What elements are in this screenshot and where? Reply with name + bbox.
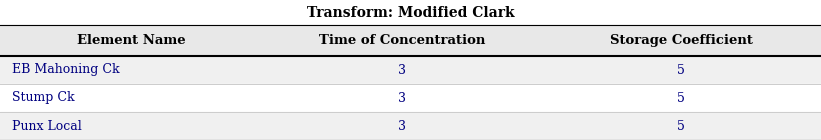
Text: 3: 3 [398, 120, 406, 132]
Text: Element Name: Element Name [77, 34, 186, 47]
Bar [0, 56, 821, 84]
Text: EB Mahoning Ck: EB Mahoning Ck [12, 64, 120, 76]
Bar [0, 84, 821, 112]
Bar [0, 112, 821, 140]
Bar [0, 25, 821, 56]
Text: 5: 5 [677, 92, 686, 104]
Text: Transform: Modified Clark: Transform: Modified Clark [307, 6, 514, 20]
Text: Time of Concentration: Time of Concentration [319, 34, 485, 47]
Text: Punx Local: Punx Local [12, 120, 82, 132]
Text: 3: 3 [398, 92, 406, 104]
Text: 5: 5 [677, 64, 686, 76]
Text: Stump Ck: Stump Ck [12, 92, 75, 104]
Text: Storage Coefficient: Storage Coefficient [610, 34, 753, 47]
Text: 5: 5 [677, 120, 686, 132]
Text: 3: 3 [398, 64, 406, 76]
